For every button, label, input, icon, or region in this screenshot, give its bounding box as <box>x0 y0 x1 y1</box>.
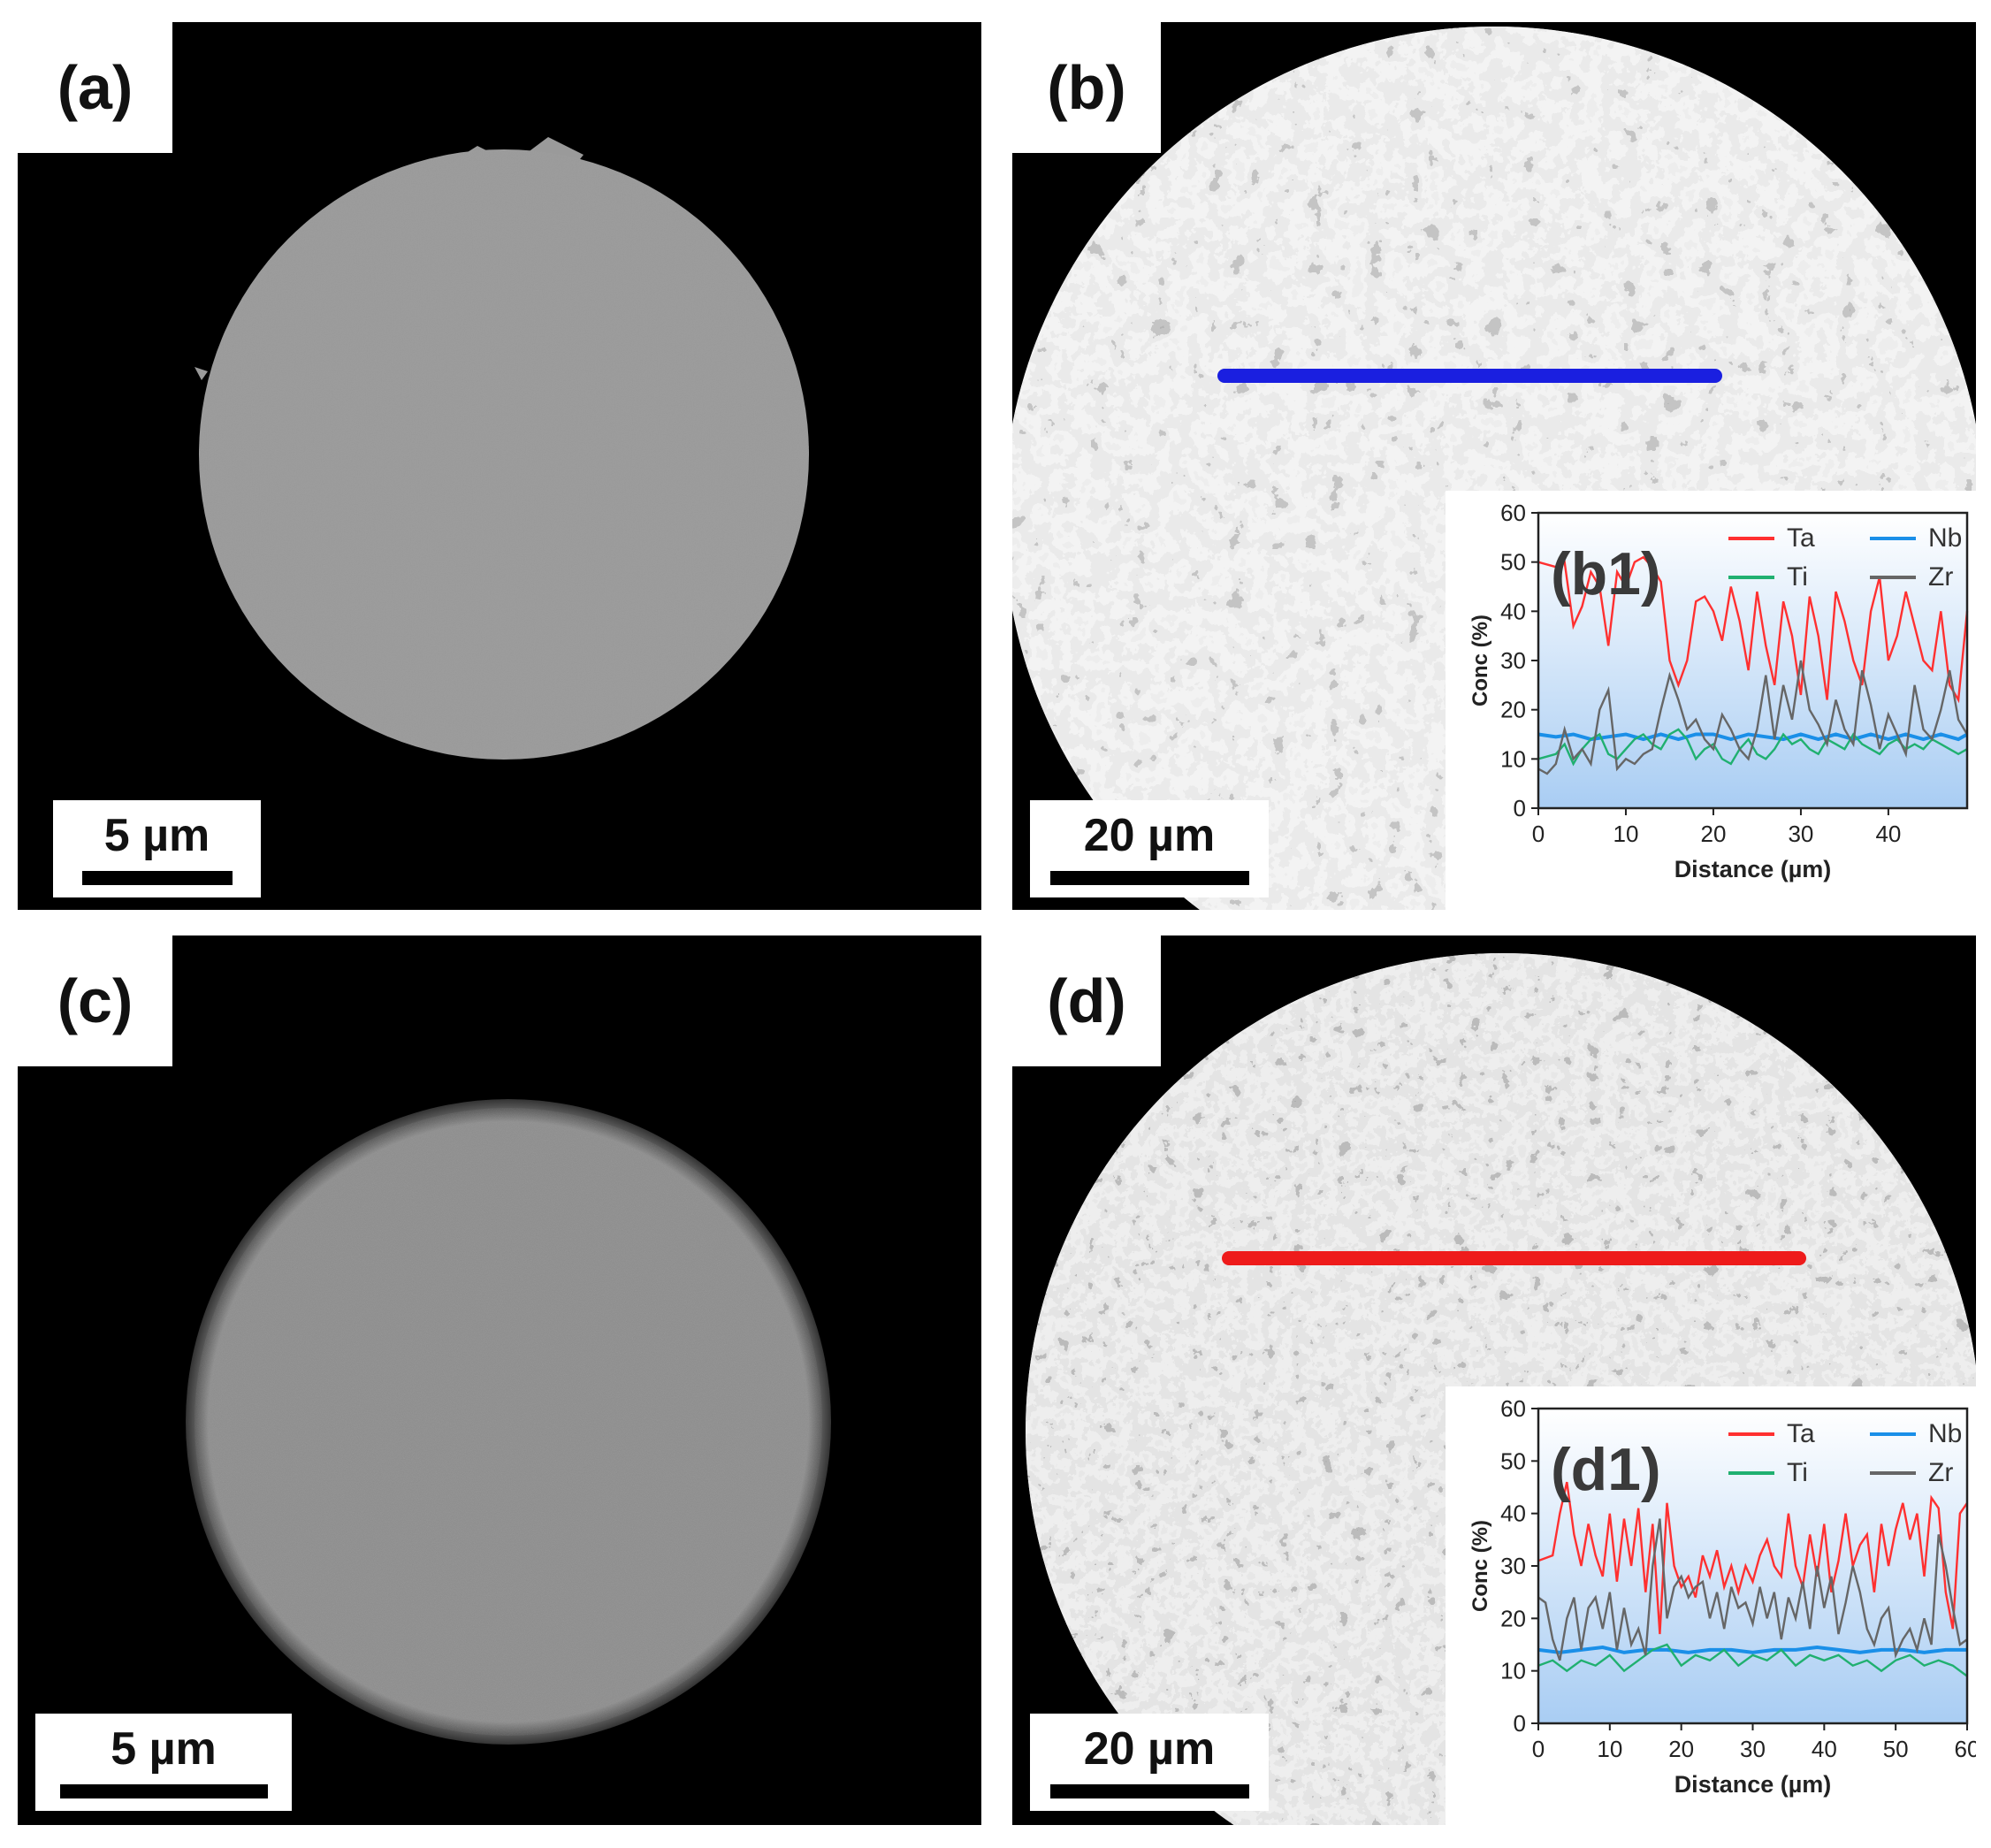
panel-label: (a) <box>18 22 172 153</box>
scale-bar-line <box>59 1784 268 1798</box>
y-tick-label: 20 <box>1500 697 1526 723</box>
scale-bar-line <box>1049 871 1249 885</box>
panel-label: (d) <box>1012 935 1161 1066</box>
legend-label-ta: Ta <box>1787 1419 1815 1448</box>
y-tick-label: 20 <box>1500 1605 1526 1631</box>
x-tick-label: 40 <box>1812 1736 1837 1762</box>
series-line-ti <box>1537 728 1968 767</box>
x-tick-label: 30 <box>1788 821 1813 847</box>
legend-label-ti: Ti <box>1787 562 1808 592</box>
y-tick-label: 0 <box>1514 1710 1526 1737</box>
legend-label-nb: Nb <box>1928 523 1962 553</box>
x-tick-label: 60 <box>1955 1736 1976 1762</box>
x-tick-label: 20 <box>1668 1736 1694 1762</box>
y-tick-label: 50 <box>1500 549 1526 576</box>
scale-bar: 5 µm <box>35 1714 292 1811</box>
y-tick-label: 30 <box>1500 1553 1526 1579</box>
legend-label-ta: Ta <box>1787 523 1815 553</box>
x-tick-label: 50 <box>1883 1736 1909 1762</box>
line-profile-chart-d1: 0 10 20 30 40 50 60 0 10 20 30 40 50 60 Distance (µm) C… <box>1446 1386 1976 1825</box>
y-axis-label: Conc (%) <box>1468 1520 1492 1612</box>
plot-area <box>1538 1409 1967 1723</box>
y-tick-label: 40 <box>1500 1501 1526 1527</box>
scale-bar: 20 µm <box>1030 800 1269 897</box>
chart-panel-label: (d1) <box>1551 1436 1661 1503</box>
chart-panel-label: (b1) <box>1551 540 1661 607</box>
line-profile-chart-b1: 0 10 20 30 40 50 60 0 10 20 30 40 Distance (µm) Conc … <box>1446 491 1976 910</box>
scale-bar-label: 5 µm <box>111 1723 217 1775</box>
x-tick-label: 10 <box>1613 821 1639 847</box>
x-tick-label: 0 <box>1532 821 1545 847</box>
y-tick-label: 60 <box>1500 1395 1526 1422</box>
legend-label-zr: Zr <box>1928 562 1953 592</box>
panel-label: (b) <box>1012 22 1161 153</box>
scale-bar: 5 µm <box>53 800 261 897</box>
x-tick-label: 40 <box>1875 821 1901 847</box>
chart-svg: 0 10 20 30 40 50 60 0 10 20 30 40 50 60 Distance (µm) C… <box>1468 1395 1976 1798</box>
legend-label-zr: Zr <box>1928 1458 1953 1487</box>
y-tick-label: 50 <box>1500 1447 1526 1474</box>
x-tick-label: 30 <box>1740 1736 1766 1762</box>
series-line-ti <box>1537 1643 1968 1677</box>
panel-c: (c) 5 µm <box>18 935 981 1825</box>
panel-a: (a) 5 µm <box>18 22 981 910</box>
x-tick-label: 20 <box>1700 821 1726 847</box>
y-tick-label: 10 <box>1500 745 1526 772</box>
y-tick-label: 30 <box>1500 647 1526 674</box>
scale-bar-label: 20 µm <box>1083 1723 1216 1775</box>
panel-b: (b) 20 µm 0 10 20 30 40 50 60 0 10 20 30 40 Distance… <box>1012 22 1976 910</box>
series-line-ta <box>1537 1481 1968 1635</box>
y-axis-label: Conc (%) <box>1468 615 1492 706</box>
x-axis-label: Distance (µm) <box>1674 856 1832 882</box>
y-tick-label: 0 <box>1514 795 1526 821</box>
x-tick-label: 0 <box>1532 1736 1545 1762</box>
plot-area <box>1538 513 1967 808</box>
series-line-zr <box>1537 660 1969 775</box>
scale-bar-line <box>81 871 233 885</box>
micrograph-c <box>186 1099 831 1745</box>
x-axis-label: Distance (µm) <box>1674 1771 1832 1798</box>
micrograph-a <box>195 137 809 760</box>
legend-label-ti: Ti <box>1787 1458 1808 1487</box>
scale-bar-label: 5 µm <box>103 810 210 861</box>
y-tick-label: 40 <box>1500 598 1526 624</box>
legend-label-nb: Nb <box>1928 1419 1962 1448</box>
panel-d: (d) 20 µm 0 10 20 30 40 50 60 0 10 20 30 40 50 60 Dist… <box>1012 935 1976 1825</box>
series-line-ta <box>1537 555 1969 704</box>
y-tick-label: 60 <box>1500 500 1526 526</box>
series-line-nb <box>1537 732 1968 742</box>
scale-bar-label: 20 µm <box>1083 810 1216 861</box>
series-line-zr <box>1537 1518 1968 1661</box>
scale-bar: 20 µm <box>1030 1714 1269 1811</box>
panel-label: (c) <box>18 935 172 1066</box>
scale-bar-line <box>1049 1784 1249 1798</box>
chart-svg: 0 10 20 30 40 50 60 0 10 20 30 40 Distance (µm) Conc … <box>1468 500 1969 882</box>
x-tick-label: 10 <box>1597 1736 1622 1762</box>
y-tick-label: 10 <box>1500 1658 1526 1684</box>
